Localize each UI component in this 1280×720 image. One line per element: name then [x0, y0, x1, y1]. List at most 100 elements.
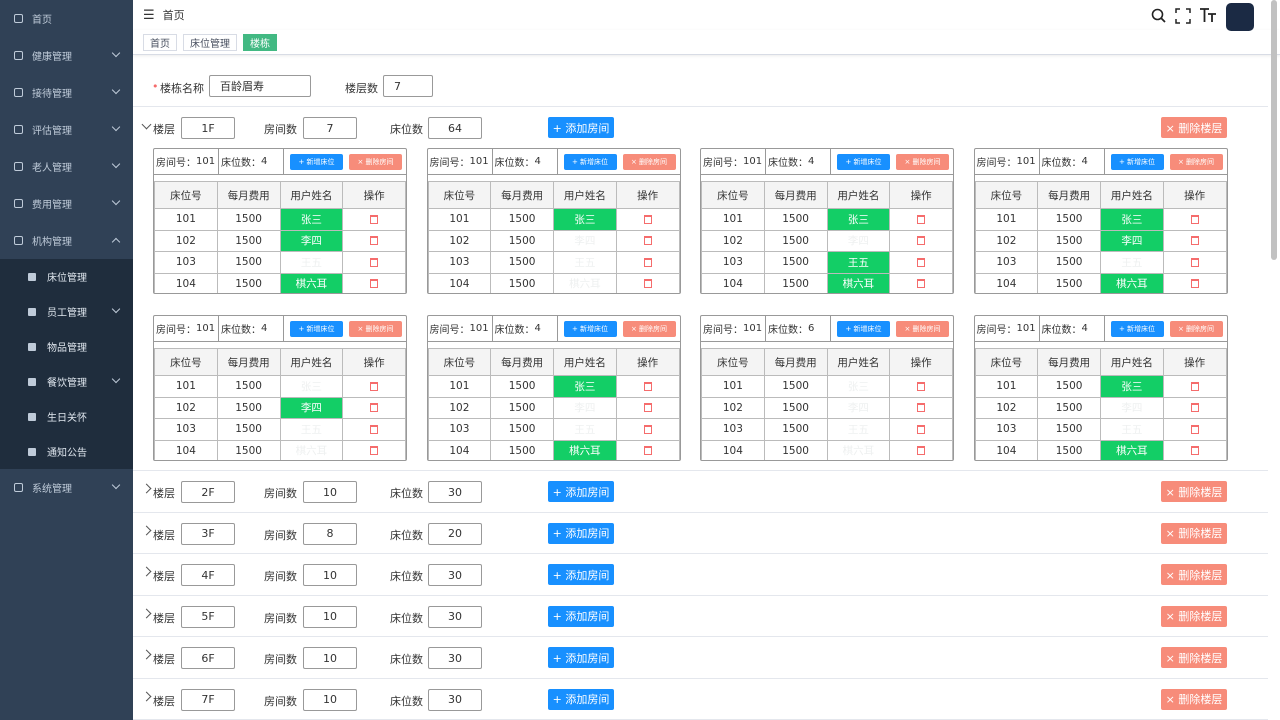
search-icon[interactable]: [1151, 8, 1167, 24]
menu-item[interactable]: 接待管理: [0, 74, 133, 111]
avatar[interactable]: [1226, 3, 1254, 31]
delete-room-button[interactable]: × 删除房间: [896, 153, 949, 170]
font-size-icon[interactable]: [1199, 7, 1217, 23]
delete-room-button[interactable]: × 删除房间: [1169, 153, 1223, 170]
rooms-input[interactable]: 7: [303, 117, 357, 139]
delete-icon[interactable]: [370, 424, 379, 434]
delete-icon[interactable]: [643, 279, 652, 289]
delete-icon[interactable]: [917, 279, 926, 289]
add-room-button[interactable]: + 添加房间: [548, 647, 614, 668]
add-bed-button[interactable]: + 新增床位: [837, 153, 890, 170]
chevron[interactable]: [141, 608, 152, 618]
floor-input[interactable]: 6F: [181, 647, 235, 669]
hamburger[interactable]: ☰: [143, 7, 155, 23]
delete-icon[interactable]: [370, 214, 379, 224]
menu-item[interactable]: 健康管理: [0, 37, 133, 74]
beds-input[interactable]: 30: [428, 688, 482, 711]
delete-floor-button[interactable]: × 删除楼层: [1161, 522, 1227, 544]
delete-icon[interactable]: [643, 257, 652, 267]
delete-icon[interactable]: [370, 446, 379, 456]
delete-floor-button[interactable]: × 删除楼层: [1161, 117, 1227, 138]
beds-input[interactable]: 30: [428, 605, 482, 628]
chevron[interactable]: [141, 649, 152, 660]
delete-room-button[interactable]: × 删除房间: [896, 320, 949, 337]
menu-item[interactable]: 费用管理: [0, 185, 133, 222]
delete-floor-button[interactable]: × 删除楼层: [1161, 564, 1227, 585]
delete-icon[interactable]: [643, 403, 652, 413]
delete-icon[interactable]: [370, 381, 379, 391]
beds-input[interactable]: 64: [428, 117, 482, 139]
delete-icon[interactable]: [1190, 236, 1199, 246]
delete-icon[interactable]: [643, 424, 652, 434]
tab[interactable]: 楼栋: [243, 33, 277, 51]
tab[interactable]: 首页: [143, 33, 177, 51]
delete-icon[interactable]: [370, 257, 379, 267]
add-room-button[interactable]: + 添加房间: [548, 564, 614, 585]
rooms-input[interactable]: 10: [303, 481, 357, 503]
delete-room-button[interactable]: × 删除房间: [1169, 320, 1223, 337]
add-bed-button[interactable]: + 新增床位: [1110, 320, 1164, 337]
add-room-button[interactable]: + 添加房间: [548, 481, 614, 502]
chevron[interactable]: [141, 691, 152, 701]
submenu-item[interactable]: 通知公告: [0, 434, 133, 469]
delete-icon[interactable]: [370, 236, 379, 246]
add-room-button[interactable]: + 添加房间: [548, 688, 614, 710]
delete-icon[interactable]: [1190, 257, 1199, 267]
menu-item[interactable]: 评估管理: [0, 111, 133, 148]
delete-icon[interactable]: [1190, 446, 1199, 456]
submenu-item[interactable]: 生日关怀: [0, 399, 133, 434]
delete-icon[interactable]: [370, 279, 379, 289]
add-bed-button[interactable]: + 新增床位: [563, 320, 617, 337]
beds-input[interactable]: 30: [428, 564, 482, 586]
beds-input[interactable]: 20: [428, 522, 482, 545]
rooms-input[interactable]: 10: [303, 564, 357, 586]
delete-icon[interactable]: [643, 446, 652, 456]
delete-icon[interactable]: [1190, 214, 1199, 224]
delete-icon[interactable]: [643, 381, 652, 391]
add-bed-button[interactable]: + 新增床位: [563, 153, 617, 170]
delete-room-button[interactable]: × 删除房间: [349, 153, 402, 170]
delete-room-button[interactable]: × 删除房间: [622, 320, 676, 337]
rooms-input[interactable]: 10: [303, 688, 357, 711]
floor-input[interactable]: 5F: [181, 605, 235, 628]
add-bed-button[interactable]: + 新增床位: [290, 153, 343, 170]
chevron[interactable]: [141, 483, 152, 494]
rooms-input[interactable]: 8: [303, 522, 357, 545]
delete-icon[interactable]: [917, 403, 926, 413]
floor-input[interactable]: 7F: [181, 688, 235, 711]
menu-item[interactable]: 机构管理: [0, 222, 133, 259]
name-input[interactable]: 百龄眉寿: [209, 75, 311, 97]
floor-input[interactable]: 1F: [181, 117, 235, 139]
delete-floor-button[interactable]: × 删除楼层: [1161, 481, 1227, 502]
delete-icon[interactable]: [1190, 424, 1199, 434]
delete-icon[interactable]: [643, 214, 652, 224]
menu-item[interactable]: 老人管理: [0, 148, 133, 185]
floor-input[interactable]: 4F: [181, 564, 235, 586]
delete-icon[interactable]: [370, 403, 379, 413]
submenu-item[interactable]: 员工管理: [0, 294, 133, 329]
tab[interactable]: 床位管理: [183, 33, 237, 51]
add-room-button[interactable]: + 添加房间: [548, 605, 614, 627]
delete-floor-button[interactable]: × 删除楼层: [1161, 647, 1227, 668]
delete-icon[interactable]: [1190, 279, 1199, 289]
delete-icon[interactable]: [917, 381, 926, 391]
beds-input[interactable]: 30: [428, 481, 482, 503]
floors-select[interactable]: 7: [383, 75, 433, 97]
menu-item[interactable]: 首页: [0, 0, 133, 37]
rooms-input[interactable]: 10: [303, 605, 357, 628]
beds-input[interactable]: 30: [428, 647, 482, 669]
add-bed-button[interactable]: + 新增床位: [837, 320, 890, 337]
floor-input[interactable]: 2F: [181, 481, 235, 503]
chevron[interactable]: [141, 119, 152, 130]
fullscreen-icon[interactable]: [1175, 8, 1191, 24]
add-bed-button[interactable]: + 新增床位: [290, 320, 343, 337]
delete-icon[interactable]: [1190, 403, 1199, 413]
delete-floor-button[interactable]: × 删除楼层: [1161, 605, 1227, 627]
add-room-button[interactable]: + 添加房间: [548, 522, 614, 544]
delete-icon[interactable]: [917, 257, 926, 267]
delete-room-button[interactable]: × 删除房间: [349, 320, 402, 337]
submenu-item[interactable]: 餐饮管理: [0, 364, 133, 399]
delete-icon[interactable]: [917, 236, 926, 246]
submenu-item[interactable]: 物品管理: [0, 329, 133, 364]
delete-icon[interactable]: [1190, 381, 1199, 391]
